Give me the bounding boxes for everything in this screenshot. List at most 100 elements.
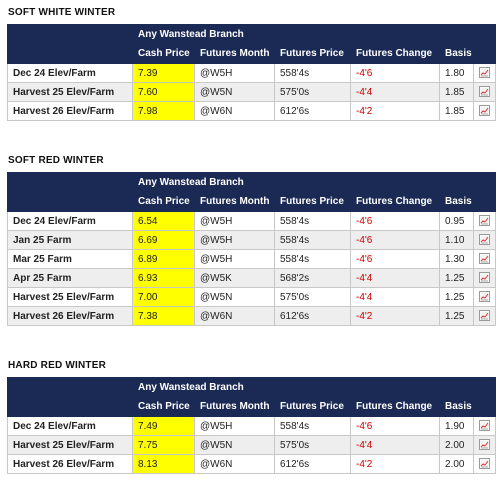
futures-price: 612'6s xyxy=(274,306,351,326)
section-title: HARD RED WINTER xyxy=(8,360,106,371)
col-futures-change: Futures Change xyxy=(350,43,440,64)
table-row: Dec 24 Elev/Farm 6.54 @W5H 558'4s -4'6 0.95 xyxy=(7,210,497,231)
futures-month[interactable]: @W5K xyxy=(194,268,275,288)
chart-button[interactable] xyxy=(472,249,497,269)
futures-change: -4'4 xyxy=(350,435,440,455)
basis-value: 1.25 xyxy=(439,287,474,307)
futures-price: 558'4s xyxy=(274,415,351,436)
chart-button[interactable] xyxy=(472,210,497,231)
header-spacer xyxy=(7,172,133,192)
futures-price: 575'0s xyxy=(274,435,351,455)
chart-button[interactable] xyxy=(472,454,497,474)
delivery-location: Harvest 25 Elev/Farm xyxy=(7,435,133,455)
futures-month[interactable]: @W5H xyxy=(194,415,275,436)
futures-change: -4'6 xyxy=(350,415,440,436)
chart-icon[interactable] xyxy=(479,105,490,117)
futures-change: -4'6 xyxy=(350,249,440,269)
table-row: Harvest 26 Elev/Farm 8.13 @W6N 612'6s -4'2 2.… xyxy=(7,454,497,474)
chart-icon[interactable] xyxy=(479,86,490,98)
chart-button[interactable] xyxy=(472,82,497,102)
chart-button[interactable] xyxy=(472,435,497,455)
futures-price: 568'2s xyxy=(274,268,351,288)
futures-price: 558'4s xyxy=(274,62,351,83)
branch-name: Any Wanstead Branch xyxy=(131,377,497,397)
chart-icon[interactable] xyxy=(479,310,490,322)
futures-month[interactable]: @W5H xyxy=(194,249,275,269)
futures-month[interactable]: @W5H xyxy=(194,62,275,83)
chart-icon[interactable] xyxy=(479,215,490,227)
futures-month[interactable]: @W5N xyxy=(194,287,275,307)
cash-price: 7.39 xyxy=(132,62,195,83)
col-basis: Basis xyxy=(439,43,474,64)
futures-month[interactable]: @W5N xyxy=(194,82,275,102)
col-chart xyxy=(472,191,497,212)
chart-button[interactable] xyxy=(472,415,497,436)
chart-button[interactable] xyxy=(472,287,497,307)
table-row: Harvest 25 Elev/Farm 7.75 @W5N 575'0s -4'4 2.… xyxy=(7,435,497,455)
branch-header-row: Any Wanstead Branch xyxy=(7,377,497,397)
table-row: Harvest 26 Elev/Farm 7.38 @W6N 612'6s -4'2 1.… xyxy=(7,306,497,326)
col-chart xyxy=(472,396,497,417)
futures-change: -4'2 xyxy=(350,306,440,326)
delivery-location: Harvest 25 Elev/Farm xyxy=(7,82,133,102)
basis-value: 1.85 xyxy=(439,101,474,121)
col-futures-change: Futures Change xyxy=(350,396,440,417)
chart-icon[interactable] xyxy=(479,272,490,284)
cash-price: 6.93 xyxy=(132,268,195,288)
basis-value: 1.90 xyxy=(439,415,474,436)
branch-name: Any Wanstead Branch xyxy=(131,24,497,44)
futures-change: -4'4 xyxy=(350,287,440,307)
futures-change: -4'4 xyxy=(350,82,440,102)
col-cash-price: Cash Price xyxy=(132,43,195,64)
delivery-location: Harvest 26 Elev/Farm xyxy=(7,454,133,474)
table-row: Harvest 26 Elev/Farm 7.98 @W6N 612'6s -4'2 1.… xyxy=(7,101,497,121)
basis-value: 1.10 xyxy=(439,230,474,250)
cash-price: 6.54 xyxy=(132,210,195,231)
col-basis: Basis xyxy=(439,396,474,417)
col-basis: Basis xyxy=(439,191,474,212)
basis-value: 2.00 xyxy=(439,435,474,455)
chart-icon[interactable] xyxy=(479,67,490,79)
futures-month[interactable]: @W5H xyxy=(194,230,275,250)
chart-button[interactable] xyxy=(472,306,497,326)
header-spacer xyxy=(7,191,133,212)
branch-header-row: Any Wanstead Branch xyxy=(7,24,497,44)
chart-button[interactable] xyxy=(472,62,497,83)
chart-icon[interactable] xyxy=(479,420,490,432)
chart-button[interactable] xyxy=(472,101,497,121)
futures-month[interactable]: @W6N xyxy=(194,306,275,326)
delivery-location: Harvest 25 Elev/Farm xyxy=(7,287,133,307)
futures-price: 558'4s xyxy=(274,210,351,231)
chart-button[interactable] xyxy=(472,268,497,288)
cash-price: 7.98 xyxy=(132,101,195,121)
col-cash-price: Cash Price xyxy=(132,396,195,417)
bids-table: Any Wanstead Branch Cash Price Futures Mon… xyxy=(7,172,497,326)
futures-month[interactable]: @W6N xyxy=(194,101,275,121)
cash-price: 7.49 xyxy=(132,415,195,436)
header-spacer xyxy=(7,43,133,64)
basis-value: 1.25 xyxy=(439,268,474,288)
col-futures-month: Futures Month xyxy=(194,191,275,212)
cash-price: 7.38 xyxy=(132,306,195,326)
futures-price: 612'6s xyxy=(274,454,351,474)
basis-value: 0.95 xyxy=(439,210,474,231)
table-row: Apr 25 Farm 6.93 @W5K 568'2s -4'4 1.25 xyxy=(7,268,497,288)
chart-icon[interactable] xyxy=(479,458,490,470)
chart-icon[interactable] xyxy=(479,253,490,265)
futures-month[interactable]: @W6N xyxy=(194,454,275,474)
delivery-location: Mar 25 Farm xyxy=(7,249,133,269)
futures-month[interactable]: @W5N xyxy=(194,435,275,455)
futures-month[interactable]: @W5H xyxy=(194,210,275,231)
chart-icon[interactable] xyxy=(479,234,490,246)
chart-button[interactable] xyxy=(472,230,497,250)
basis-value: 2.00 xyxy=(439,454,474,474)
bids-table: Any Wanstead Branch Cash Price Futures Mon… xyxy=(7,24,497,121)
chart-icon[interactable] xyxy=(479,291,490,303)
cash-price: 7.75 xyxy=(132,435,195,455)
col-futures-month: Futures Month xyxy=(194,396,275,417)
futures-change: -4'4 xyxy=(350,268,440,288)
section-title: SOFT WHITE WINTER xyxy=(8,7,116,18)
basis-value: 1.25 xyxy=(439,306,474,326)
chart-icon[interactable] xyxy=(479,439,490,451)
futures-change: -4'6 xyxy=(350,210,440,231)
